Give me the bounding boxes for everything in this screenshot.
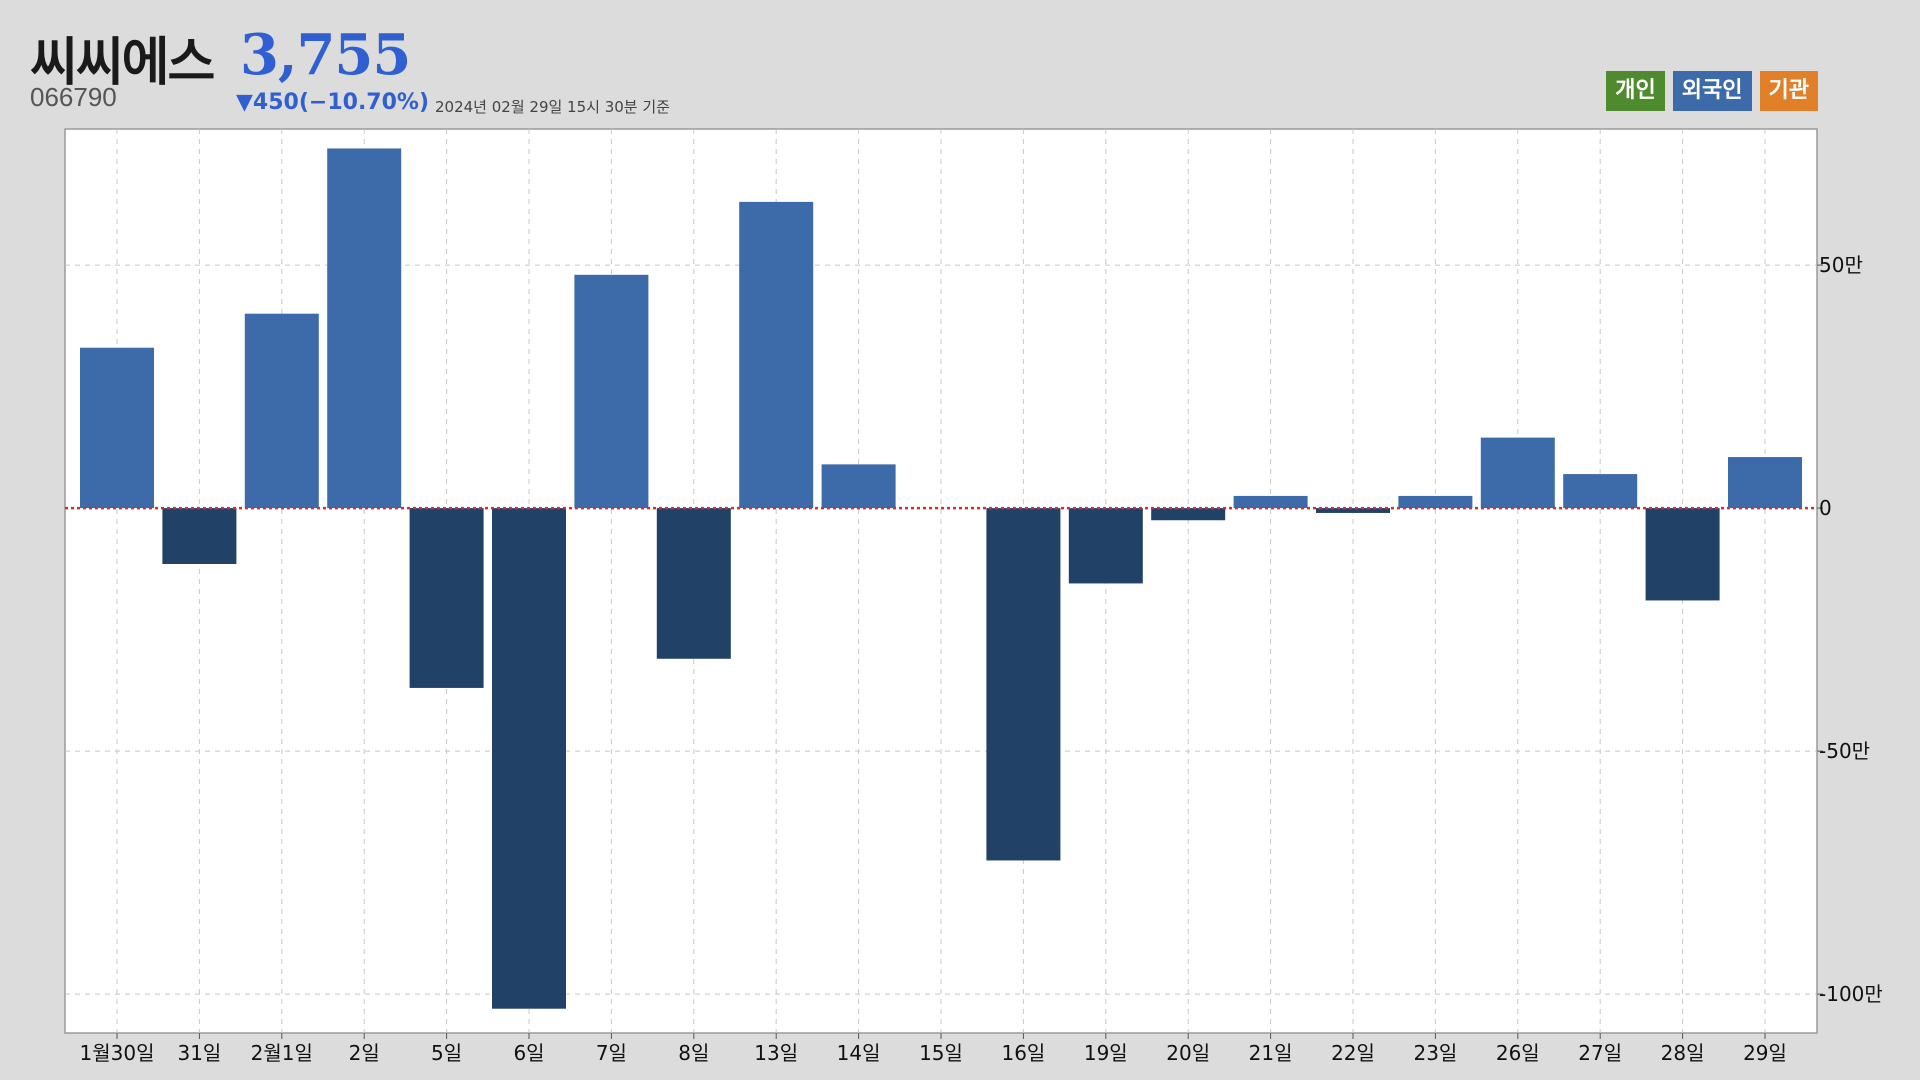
y-tick-label: -100만 — [1819, 982, 1883, 1006]
x-tick-label: 26일 — [1496, 1041, 1540, 1065]
bar-7일[interactable] — [574, 274, 649, 509]
x-tick-label: 6일 — [513, 1041, 544, 1065]
x-tick-label: 22일 — [1331, 1041, 1375, 1065]
x-tick-label: 20일 — [1166, 1041, 1210, 1065]
bar-6일[interactable] — [492, 508, 566, 1009]
bar-28일[interactable] — [1645, 508, 1720, 601]
bar-5일[interactable] — [409, 508, 484, 688]
x-tick-label: 13일 — [754, 1041, 798, 1065]
bar-8일[interactable] — [656, 508, 731, 659]
bar-31일[interactable] — [162, 508, 237, 564]
bar-14일[interactable] — [821, 464, 896, 509]
x-tick-label: 16일 — [1001, 1041, 1045, 1065]
x-tick-label: 28일 — [1661, 1041, 1705, 1065]
x-tick-label: 29일 — [1743, 1041, 1787, 1065]
x-tick-label: 2월1일 — [251, 1041, 313, 1065]
legend-foreign[interactable]: 외국인 — [1672, 71, 1752, 111]
x-tick-label: 23일 — [1413, 1041, 1457, 1065]
bar-22일[interactable] — [1316, 508, 1390, 513]
legend: 개인 외국인 기관 — [1606, 71, 1818, 111]
bar-2일[interactable] — [327, 148, 402, 509]
y-axis-labels: 50만 0 -50만 -100만 — [1817, 253, 1883, 1006]
legend-individual[interactable]: 개인 — [1606, 71, 1665, 111]
x-tick-label: 14일 — [837, 1041, 881, 1065]
y-tick-label: 0 — [1819, 496, 1832, 520]
x-tick-label: 19일 — [1084, 1041, 1128, 1065]
x-tick-label: 8일 — [678, 1041, 709, 1065]
bar-1월30일[interactable] — [80, 347, 154, 509]
legend-institution[interactable]: 기관 — [1759, 71, 1818, 111]
bar-13일[interactable] — [739, 201, 814, 509]
x-tick-label: 7일 — [596, 1041, 627, 1065]
price-change: ▼450(−10.70%) — [236, 90, 430, 115]
bars — [80, 148, 1802, 1009]
x-tick-label: 1월30일 — [80, 1041, 155, 1065]
bar-19일[interactable] — [1068, 508, 1143, 584]
bar-21일[interactable] — [1233, 495, 1308, 509]
bar-2월1일[interactable] — [244, 313, 319, 509]
x-tick-label: 5일 — [431, 1041, 462, 1065]
y-tick-label: 50만 — [1819, 253, 1863, 277]
x-tick-label: 21일 — [1249, 1041, 1293, 1065]
bar-26일[interactable] — [1480, 437, 1555, 509]
x-axis-labels: 1월30일 31일 2월1일 2일 5일 6일 7일 8일 13일 14일 15일 16일 19일 20일… — [80, 1041, 1787, 1065]
stock-code: 066790 — [30, 82, 117, 112]
bar-29일[interactable] — [1728, 457, 1802, 509]
y-tick-label: -50만 — [1819, 739, 1870, 763]
x-tick-label: 2일 — [349, 1041, 380, 1065]
bar-16일[interactable] — [986, 508, 1061, 861]
bar-27일[interactable] — [1563, 474, 1638, 509]
x-tick-label: 27일 — [1578, 1041, 1622, 1065]
x-tick-label: 15일 — [919, 1041, 963, 1065]
bar-20일[interactable] — [1151, 508, 1226, 521]
timestamp: 2024년 02월 29일 15시 30분 기준 — [435, 98, 670, 116]
stock-name: 씨씨에스 — [30, 33, 215, 93]
bar-23일[interactable] — [1398, 495, 1473, 509]
stock-price: 3,755 — [240, 22, 411, 88]
x-tick-label: 31일 — [177, 1041, 221, 1065]
header: 씨씨에스 3,755 066790 ▼450(−10.70%) 2024년 02… — [0, 0, 1920, 130]
